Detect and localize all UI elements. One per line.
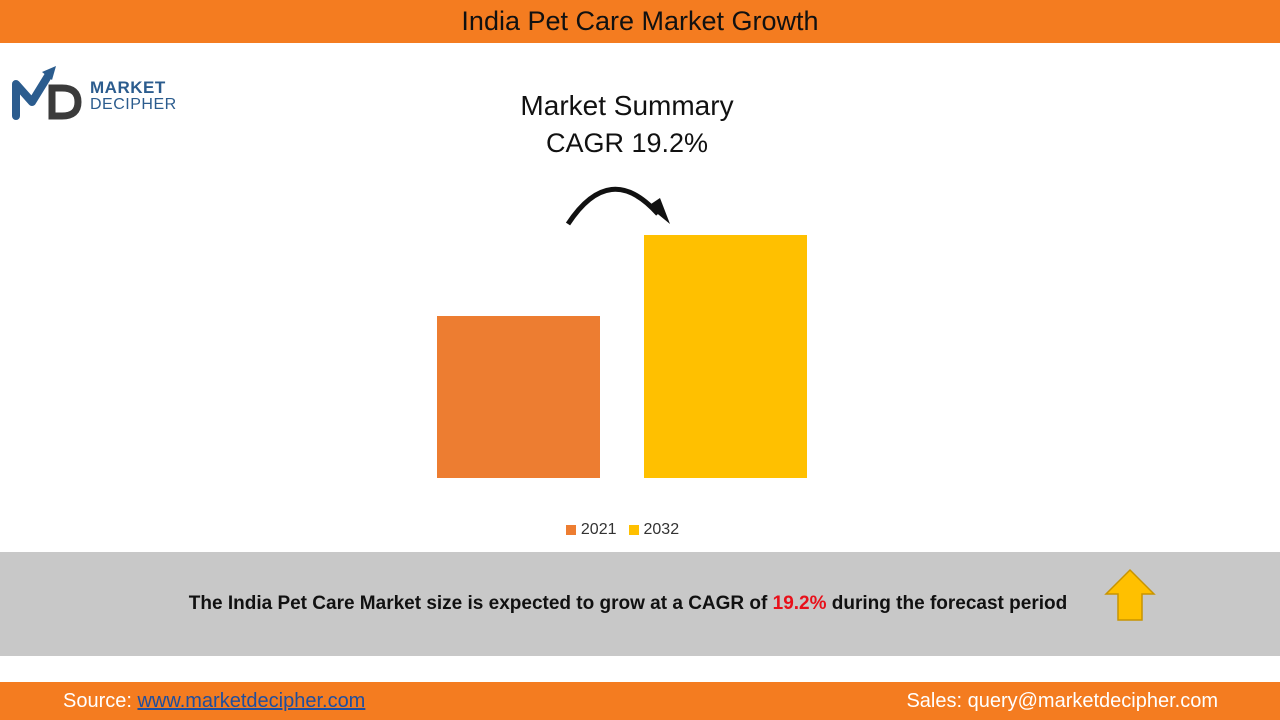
- growth-statement-suffix: during the forecast period: [826, 593, 1068, 614]
- logo: MARKET DECIPHER: [12, 58, 192, 122]
- legend-swatch: [565, 525, 576, 535]
- sales-contact: Sales: query@marketdecipher.com: [906, 690, 1218, 712]
- market-decipher-logo-icon: [12, 66, 82, 120]
- page-title: India Pet Care Market Growth: [461, 6, 819, 36]
- source-link[interactable]: www.marketdecipher.com: [137, 690, 366, 712]
- logo-text-decipher: DECIPHER: [90, 96, 177, 113]
- market-summary-heading: Market Summary: [520, 90, 734, 121]
- legend-label: 2032: [643, 521, 680, 538]
- legend-swatch: [628, 525, 639, 535]
- bar-2021: [437, 316, 600, 478]
- logo-text-market: MARKET: [90, 78, 166, 97]
- legend-label: 2021: [580, 521, 617, 538]
- chart-legend: 2021 2032: [0, 521, 1245, 539]
- growth-statement-prefix: The India Pet Care Market size is expect…: [188, 593, 773, 614]
- legend-item-2032: 2032: [628, 521, 680, 539]
- growth-statement-cagr: 19.2%: [772, 593, 827, 614]
- bar-2032: [644, 235, 807, 478]
- bar-chart: [437, 186, 807, 478]
- cagr-label: CAGR 19.2%: [545, 128, 709, 158]
- header-bar: India Pet Care Market Growth: [0, 0, 1280, 43]
- curved-arrow-icon: [565, 186, 660, 226]
- summary-band: [0, 552, 1280, 656]
- up-arrow-icon: [1104, 568, 1156, 621]
- growth-statement: The India Pet Care Market size is expect…: [0, 593, 1256, 615]
- source-text: Source: www.marketdecipher.com: [63, 690, 365, 713]
- legend-item-2021: 2021: [565, 521, 617, 539]
- footer-bar: [0, 682, 1280, 720]
- curved-arrow-head-icon: [648, 198, 670, 224]
- source-label: Source:: [63, 690, 138, 712]
